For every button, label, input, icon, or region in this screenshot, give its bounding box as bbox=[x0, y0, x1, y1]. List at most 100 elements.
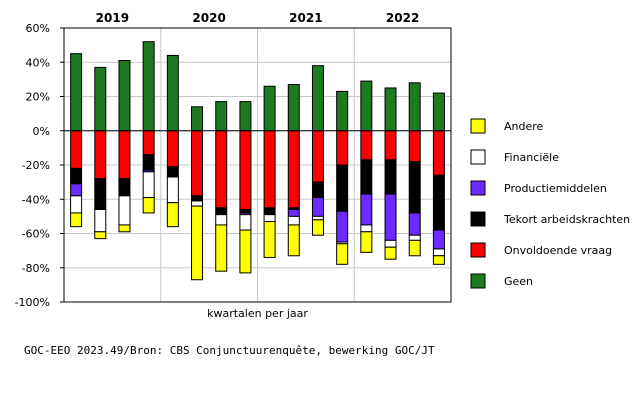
bar-segment bbox=[360, 80, 373, 132]
bar-segment bbox=[191, 195, 204, 202]
bar-segment bbox=[336, 164, 349, 212]
bar-segment bbox=[239, 214, 252, 231]
bar-segment bbox=[336, 210, 349, 243]
bar-segment bbox=[191, 200, 204, 207]
bar-segment bbox=[408, 130, 421, 163]
bar-segment bbox=[239, 229, 252, 274]
legend-swatch bbox=[470, 180, 486, 196]
bar-segment bbox=[311, 130, 324, 183]
bar-segment bbox=[239, 130, 252, 211]
bar-segment bbox=[311, 181, 324, 199]
bar-segment bbox=[70, 53, 83, 132]
bar-segment bbox=[166, 166, 179, 178]
bar-segment bbox=[70, 130, 83, 169]
bar-segment bbox=[384, 239, 397, 248]
bar-segment bbox=[408, 212, 421, 236]
bar-segment bbox=[263, 221, 276, 258]
bar-segment bbox=[94, 178, 107, 211]
bar-segment bbox=[263, 85, 276, 132]
bar-segment bbox=[70, 195, 83, 214]
legend-swatch bbox=[470, 211, 486, 227]
source-note: GOC-EEO 2023.49/Bron: CBS Conjunctuurenq… bbox=[24, 344, 435, 357]
bar-segment bbox=[118, 224, 131, 233]
y-tick-label: -60% bbox=[22, 228, 50, 241]
bar-segment bbox=[215, 224, 228, 272]
legend-label: Andere bbox=[504, 120, 544, 133]
bar-segment bbox=[263, 130, 276, 209]
bar-segment bbox=[94, 130, 107, 180]
bar-segment bbox=[336, 243, 349, 265]
bar-segment bbox=[432, 255, 445, 265]
bar-segment bbox=[118, 60, 131, 132]
legend: Andere Financiële Productiemiddelen Tekort … bbox=[470, 118, 630, 289]
y-tick-label: -40% bbox=[22, 193, 50, 206]
y-tick-label: 20% bbox=[26, 91, 50, 104]
y-tick-label: 40% bbox=[26, 56, 50, 69]
bar-segment bbox=[311, 197, 324, 217]
bar-segment bbox=[360, 159, 373, 195]
bar-segment bbox=[191, 106, 204, 132]
bar-segment bbox=[336, 130, 349, 166]
bar-segment bbox=[142, 197, 155, 214]
bar-segment bbox=[70, 212, 83, 228]
bar-segment bbox=[142, 41, 155, 132]
y-tick-label: -100% bbox=[15, 296, 50, 309]
bar-segment bbox=[408, 161, 421, 214]
bar-segment bbox=[432, 130, 445, 176]
bar-segment bbox=[408, 234, 421, 241]
bar-segment bbox=[94, 209, 107, 233]
bar-segment bbox=[263, 214, 276, 223]
bar-segment bbox=[287, 209, 300, 217]
bar-segment bbox=[70, 183, 83, 197]
legend-label: Financiële bbox=[504, 151, 559, 164]
bar-segment bbox=[384, 193, 397, 241]
bar-segment bbox=[311, 219, 324, 236]
bar-segment bbox=[166, 130, 179, 168]
y-tick-label: -80% bbox=[22, 262, 50, 275]
bar-segment bbox=[432, 174, 445, 231]
bar-segment bbox=[384, 159, 397, 195]
bar-segment bbox=[360, 130, 373, 161]
y-tick-label: -20% bbox=[22, 159, 50, 172]
legend-swatch bbox=[470, 149, 486, 165]
bar-segment bbox=[408, 82, 421, 132]
bar-segment bbox=[384, 246, 397, 260]
bar-segment bbox=[287, 84, 300, 132]
legend-swatch bbox=[470, 242, 486, 258]
bar-segment bbox=[94, 66, 107, 132]
bar-segment bbox=[263, 207, 276, 216]
legend-swatch bbox=[470, 118, 486, 134]
bar-segment bbox=[311, 65, 324, 132]
bar-segment bbox=[287, 215, 300, 226]
x-axis-label: kwartalen per jaar bbox=[207, 307, 308, 320]
bar-segment bbox=[166, 202, 179, 228]
bars bbox=[70, 41, 445, 281]
bar-segment bbox=[432, 92, 445, 132]
bar-segment bbox=[384, 87, 397, 132]
bar-segment bbox=[360, 193, 373, 226]
bar-segment bbox=[191, 205, 204, 281]
plot-frame bbox=[63, 27, 452, 303]
bar-segment bbox=[166, 54, 179, 132]
legend-swatch bbox=[470, 273, 486, 289]
y-tick-label: 60% bbox=[26, 22, 50, 35]
bar-segment bbox=[432, 248, 445, 257]
legend-label: Productiemiddelen bbox=[504, 182, 607, 195]
legend-label: Tekort arbeidskrachten bbox=[503, 213, 630, 226]
bar-segment bbox=[215, 130, 228, 209]
bar-segment bbox=[70, 167, 83, 185]
year-label: 2020 bbox=[192, 11, 225, 25]
bar-segment bbox=[118, 195, 131, 226]
bar-segment bbox=[384, 130, 397, 161]
bar-segment bbox=[215, 207, 228, 216]
bar-segment bbox=[118, 130, 131, 180]
bar-segment bbox=[215, 214, 228, 226]
bar-segment bbox=[360, 231, 373, 253]
axes: 60% 40% 20% 0% -20% -40% -60% -80% -100% 2019 2020… bbox=[15, 11, 452, 320]
bar-segment bbox=[142, 130, 155, 156]
bar-segment bbox=[94, 231, 107, 240]
legend-label: Geen bbox=[504, 275, 533, 288]
bar-segment bbox=[215, 101, 228, 132]
bar-segment bbox=[287, 224, 300, 257]
bar-segment bbox=[336, 90, 349, 132]
